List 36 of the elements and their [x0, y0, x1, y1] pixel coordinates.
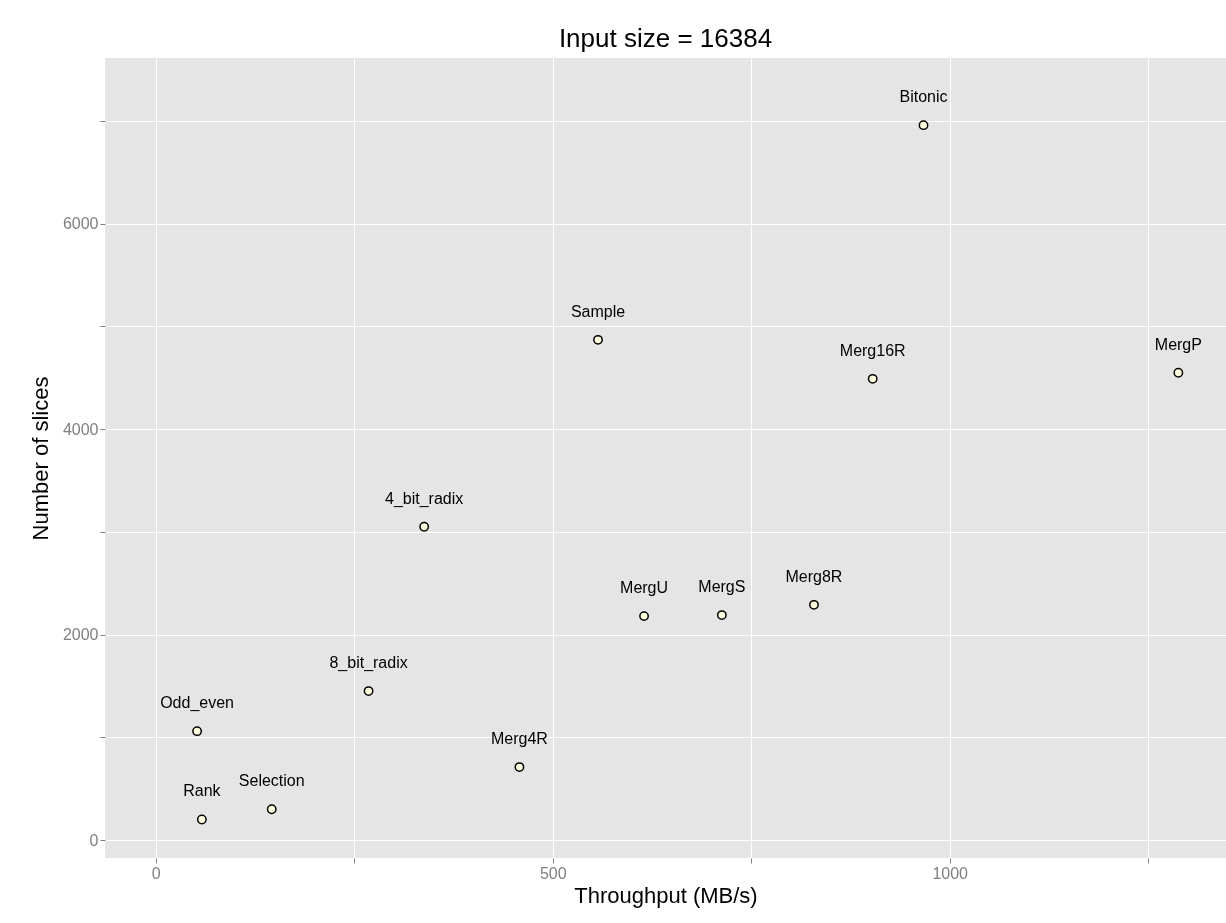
point	[196, 814, 207, 825]
point	[1173, 367, 1184, 378]
annotation: MergP	[1154, 335, 1202, 353]
point	[419, 521, 430, 532]
point	[867, 373, 878, 384]
point	[266, 804, 277, 815]
annotation: Merg8R	[785, 567, 843, 585]
point	[593, 334, 603, 345]
annotation: Selection	[238, 772, 305, 790]
x-axis-title: Throughput (MB/s)	[574, 882, 758, 908]
chart-title: Input size = 16384	[558, 23, 773, 53]
annotation: Rank	[183, 782, 222, 800]
annotation: Odd_even	[160, 694, 235, 713]
y-tick-label: 2000	[62, 626, 99, 644]
point	[363, 686, 374, 697]
y-tick-label: 0	[89, 831, 99, 849]
x-tick-label: 1000	[932, 864, 969, 882]
annotation: Merg4R	[490, 730, 548, 748]
y-tick-label: 4000	[62, 420, 99, 438]
point	[514, 762, 525, 773]
annotation: 4_bit_radix	[385, 489, 464, 508]
annotation: Merg16R	[839, 341, 906, 359]
point	[918, 120, 929, 131]
y-tick-label: 6000	[62, 215, 99, 233]
x-tick-label: 500	[539, 864, 567, 882]
point	[809, 599, 819, 610]
annotation: Bitonic	[899, 88, 948, 106]
annotation: MergS	[698, 578, 746, 596]
x-tick-label: 0	[151, 864, 161, 882]
y-axis-title: Number of slices	[27, 376, 53, 541]
annotation: Sample	[570, 302, 626, 320]
point	[639, 611, 649, 622]
point	[716, 610, 727, 621]
annotation: MergU	[620, 579, 669, 597]
point	[192, 726, 203, 737]
annotation: 8_bit_radix	[329, 654, 408, 673]
